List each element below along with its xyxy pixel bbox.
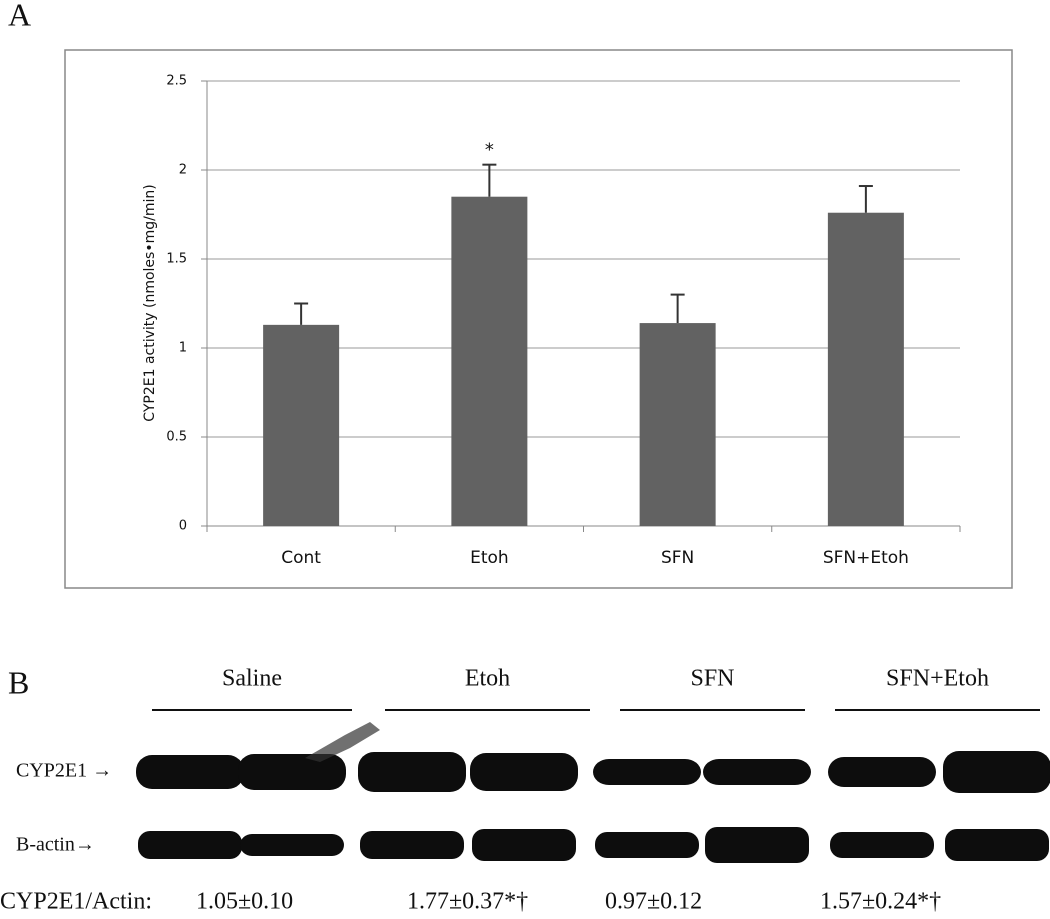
ratio-value: 1.57±0.24*† bbox=[820, 889, 941, 915]
blot-band bbox=[593, 759, 701, 785]
blot-band bbox=[828, 757, 936, 787]
y-tick-label: 1.5 bbox=[166, 252, 187, 267]
x-tick-label: SFN bbox=[661, 548, 694, 568]
blot-band bbox=[830, 832, 934, 858]
bar bbox=[639, 323, 716, 526]
blot-band bbox=[943, 751, 1050, 793]
y-tick-label: 2.5 bbox=[166, 74, 187, 89]
blot-artifact bbox=[305, 722, 380, 762]
ratio-value: 1.77±0.37*† bbox=[407, 889, 528, 915]
ratio-value: 0.97±0.12 bbox=[605, 889, 702, 915]
x-tick-label: Cont bbox=[281, 548, 321, 568]
bar bbox=[451, 196, 528, 526]
panel-label: B bbox=[8, 664, 29, 700]
blot-band bbox=[945, 829, 1049, 861]
blot-band bbox=[595, 832, 699, 858]
panel-label: A bbox=[8, 0, 31, 32]
row-label: CYP2E1 → bbox=[16, 760, 112, 782]
bar bbox=[263, 324, 340, 526]
x-tick-label: SFN+Etoh bbox=[823, 548, 909, 568]
group-label: SFN+Etoh bbox=[886, 666, 989, 692]
blot-band bbox=[358, 752, 466, 792]
y-tick-label: 0 bbox=[179, 519, 187, 534]
chart-frame bbox=[64, 49, 1013, 589]
x-tick-label: Etoh bbox=[470, 548, 509, 568]
bar bbox=[827, 212, 904, 526]
blot-band bbox=[238, 754, 346, 790]
blot-band bbox=[360, 831, 464, 859]
y-axis-label: CYP2E1 activity (nmoles•mg/min) bbox=[142, 184, 158, 421]
group-label: SFN bbox=[690, 666, 734, 692]
row-label: B-actin→ bbox=[16, 834, 95, 856]
ratio-label: CYP2E1/Actin: bbox=[0, 889, 152, 915]
blot-band bbox=[136, 755, 244, 789]
group-label: Saline bbox=[222, 666, 282, 692]
blot-band bbox=[472, 829, 576, 861]
blot-band bbox=[703, 759, 811, 785]
blot-band bbox=[705, 827, 809, 863]
y-tick-label: 1 bbox=[179, 341, 187, 356]
blot-band bbox=[138, 831, 242, 859]
group-label: Etoh bbox=[465, 666, 510, 692]
y-tick-label: 0.5 bbox=[166, 430, 187, 445]
ratio-value: 1.05±0.10 bbox=[196, 889, 293, 915]
y-tick-label: 2 bbox=[179, 163, 187, 178]
blot-band bbox=[470, 753, 578, 791]
blot-band bbox=[240, 834, 344, 856]
annotation: * bbox=[485, 140, 494, 161]
